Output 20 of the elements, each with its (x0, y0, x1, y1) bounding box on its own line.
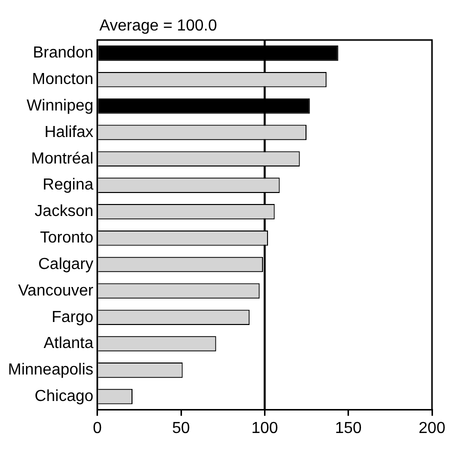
x-tick-label: 0 (92, 420, 102, 437)
x-tick-label: 200 (418, 420, 446, 437)
x-tick-label: 50 (172, 420, 190, 437)
y-tick-label: Moncton (32, 71, 94, 88)
y-tick-label: Brandon (32, 44, 94, 62)
y-tick-label: Minneapolis (8, 362, 94, 379)
y-tick-label: Halifax (44, 124, 94, 141)
y-tick-label: Atlanta (44, 335, 94, 352)
y-tick-label: Toronto (40, 230, 94, 247)
y-tick-label: Montréal (31, 150, 94, 168)
x-tick-label: 100 (251, 420, 278, 437)
y-tick-label: Jackson (34, 203, 94, 220)
y-tick-label: Regina (42, 176, 94, 194)
y-tick-label: Fargo (52, 308, 94, 326)
ref-line-label: Average = 100.0 (99, 17, 218, 34)
x-tick-label: 150 (334, 420, 362, 437)
y-tick-label: Vancouver (18, 282, 94, 300)
y-tick-label: Calgary (38, 256, 94, 273)
y-tick-label: Chicago (34, 388, 94, 405)
y-tick-label: Winnipeg (26, 97, 94, 114)
